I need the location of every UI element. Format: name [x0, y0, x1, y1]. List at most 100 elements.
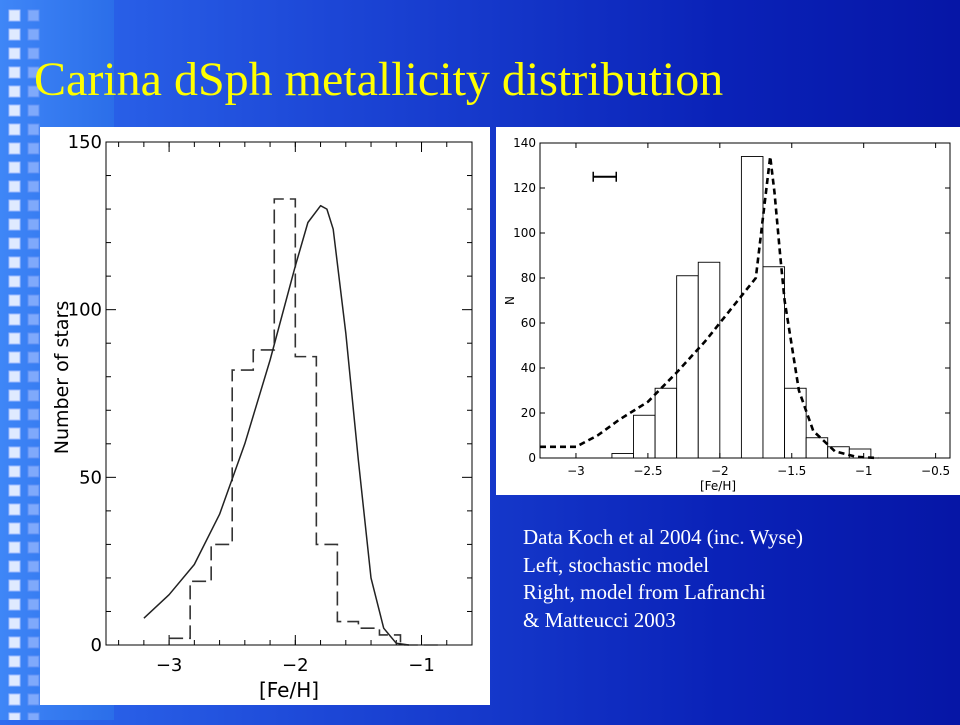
decorative-square — [27, 503, 40, 516]
y-tick-label: 100 — [68, 300, 102, 321]
x-tick-label: −1 — [408, 655, 435, 676]
y-tick-label: 20 — [521, 406, 536, 420]
caption-line: & Matteucci 2003 — [523, 607, 676, 632]
x-tick-label: −3 — [567, 464, 585, 478]
decorative-square — [27, 66, 40, 79]
x-tick-label: −3 — [156, 655, 183, 676]
right-metallicity-chart: −3 −2.5 −2 −1.5 −1 −0.5 0 20 40 60 80 100 120 140 [Fe/… — [503, 136, 951, 493]
decorative-square — [8, 560, 21, 573]
decorative-square — [27, 446, 40, 459]
decorative-square — [27, 598, 40, 611]
histogram-bar — [611, 453, 634, 459]
decorative-square — [27, 408, 40, 421]
decorative-square — [8, 66, 21, 79]
decorative-square — [8, 199, 21, 212]
histogram-bar — [676, 275, 699, 459]
y-tick-label: 50 — [79, 467, 102, 488]
histogram-bar — [654, 387, 678, 459]
y-tick-label: 0 — [528, 451, 536, 465]
decorative-square — [8, 579, 21, 592]
decorative-square — [27, 674, 40, 687]
decorative-square — [27, 351, 40, 364]
decorative-square — [27, 655, 40, 668]
decorative-square — [8, 541, 21, 554]
x-tick-label: −0.5 — [921, 464, 950, 478]
y-tick-label: 140 — [513, 136, 536, 150]
lafranchi-model-curve — [540, 155, 879, 460]
decorative-square — [8, 28, 21, 41]
histogram-bar — [697, 261, 721, 459]
caption-line: Data Koch et al 2004 (inc. Wyse) — [523, 525, 804, 549]
y-tick-label: 0 — [91, 635, 102, 656]
decorative-square — [8, 313, 21, 326]
histogram-bar — [784, 387, 807, 459]
decorative-square — [27, 332, 40, 345]
x-tick-label: −2 — [282, 655, 309, 676]
decorative-square — [27, 9, 40, 22]
caption: Data Koch et al 2004 (inc. Wyse) Left, s… — [523, 524, 803, 634]
decorative-square — [8, 522, 21, 535]
right-chart-panel: −3 −2.5 −2 −1.5 −1 −0.5 0 20 40 60 80 100 120 140 [Fe/… — [496, 127, 960, 495]
decorative-square — [27, 484, 40, 497]
decorative-square — [8, 180, 21, 193]
decorative-square — [27, 123, 40, 136]
x-tick-label: −2.5 — [633, 464, 662, 478]
decorative-square — [27, 28, 40, 41]
decorative-square — [27, 275, 40, 288]
decorative-square — [27, 256, 40, 269]
decorative-square — [8, 294, 21, 307]
decorative-square — [27, 636, 40, 649]
y-tick-label: 60 — [521, 316, 536, 330]
y-tick-label: 40 — [521, 361, 536, 375]
histogram-bar — [633, 414, 656, 459]
decorative-square — [8, 85, 21, 98]
decorative-square — [8, 427, 21, 440]
caption-line: Right, model from Lafranchi — [523, 580, 766, 604]
decorative-square — [8, 370, 21, 383]
decorative-square — [8, 712, 21, 725]
decorative-square — [8, 9, 21, 22]
y-tick-label: 120 — [513, 181, 536, 195]
decorative-square — [8, 351, 21, 364]
decorative-square — [8, 617, 21, 630]
decorative-square — [8, 465, 21, 478]
decorative-square — [8, 484, 21, 497]
decorative-square — [27, 427, 40, 440]
decorative-square — [27, 313, 40, 326]
decorative-square — [8, 693, 21, 706]
decorative-square — [27, 560, 40, 573]
slide-title: Carina dSph metallicity distribution — [34, 53, 724, 106]
decorative-square — [8, 123, 21, 136]
decorative-square — [27, 218, 40, 231]
histogram-bar — [762, 266, 786, 459]
left-metallicity-chart: −3 −2 −1 0 50 100 150 [Fe/H] Number of stars — [51, 132, 473, 702]
histogram-bar — [740, 156, 764, 459]
decorative-square — [27, 199, 40, 212]
decorative-square — [27, 579, 40, 592]
y-tick-label: 150 — [68, 132, 102, 153]
y-axis-label: Number of stars — [51, 301, 73, 454]
left-chart-panel: −3 −2 −1 0 50 100 150 [Fe/H] Number of stars — [40, 127, 490, 705]
decorative-square — [8, 655, 21, 668]
decorative-square — [8, 674, 21, 687]
decorative-square — [27, 370, 40, 383]
decorative-square — [8, 389, 21, 402]
decorative-square — [27, 693, 40, 706]
stochastic-model-curve — [143, 204, 410, 646]
decorative-square — [27, 180, 40, 193]
decorative-square — [27, 465, 40, 478]
decorative-square — [27, 617, 40, 630]
decorative-square — [8, 47, 21, 60]
decorative-square — [8, 256, 21, 269]
plot-frame — [105, 141, 473, 646]
decorative-square — [27, 47, 40, 60]
decorative-square — [8, 142, 21, 155]
x-tick-label: −2 — [711, 464, 729, 478]
caption-line: Left, stochastic model — [523, 552, 710, 577]
decorative-square — [8, 218, 21, 231]
decorative-square — [8, 161, 21, 174]
x-tick-label: −1 — [855, 464, 873, 478]
decorative-square — [27, 522, 40, 535]
decorative-square — [8, 446, 21, 459]
decorative-square — [8, 408, 21, 421]
